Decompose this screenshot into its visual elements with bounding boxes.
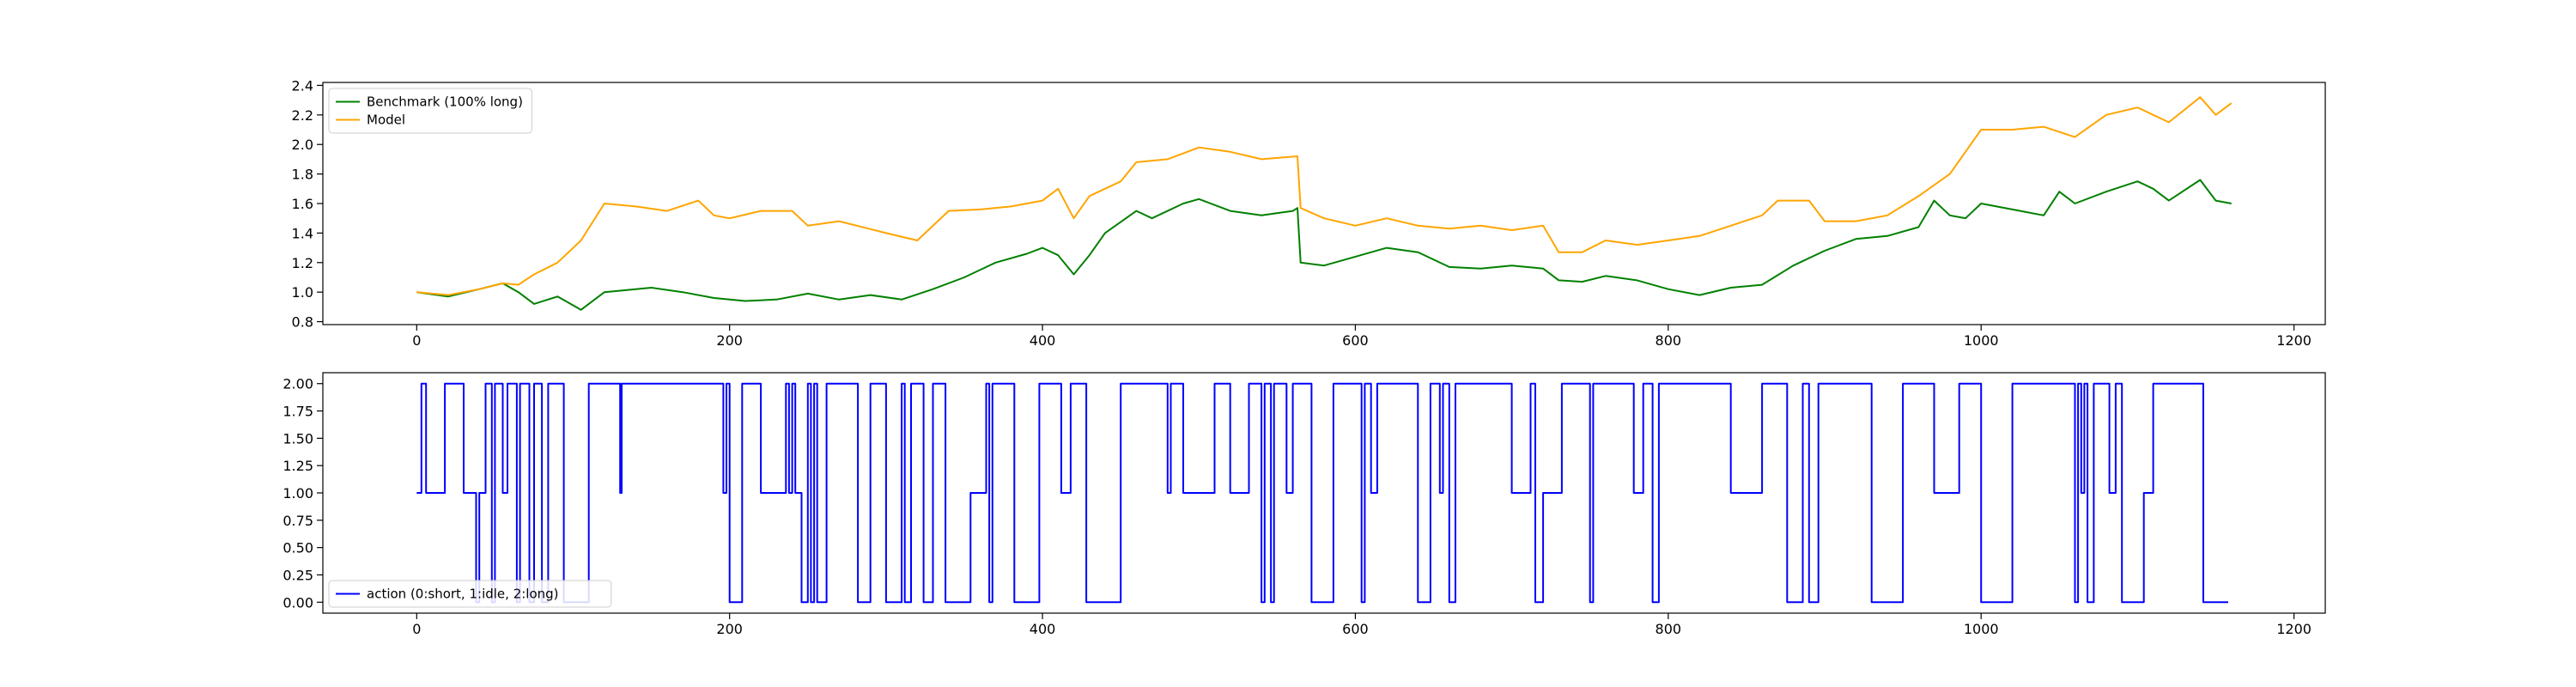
y-tick-label: 1.00 (283, 485, 313, 502)
x-tick-label: 1200 (2276, 332, 2312, 349)
x-tick-label: 800 (1656, 621, 1682, 637)
y-tick-label: 2.2 (292, 107, 313, 124)
x-tick-label: 1200 (2276, 621, 2312, 637)
legend-box (328, 580, 612, 608)
legend-box (328, 88, 532, 134)
series-line (416, 96, 2233, 296)
legend-label: action (0:short, 1:idle, 2:long) (367, 587, 559, 602)
y-tick-label: 1.75 (283, 404, 313, 420)
y-tick-label: 1.0 (292, 284, 313, 301)
y-tick-label: 1.4 (292, 225, 313, 241)
y-tick-label: 1.50 (283, 430, 313, 447)
x-tick-label: 600 (1342, 621, 1369, 637)
top-chart-lines (416, 96, 2233, 311)
top-chart-panel: 0 200 400 600 800 1000 1200 0.8 1.0 1.2 1.4 1.6 1.8 2… (292, 77, 2326, 349)
y-tick-label: 0.75 (283, 513, 313, 529)
x-tick-label: 400 (1030, 621, 1056, 637)
x-tick-label: 400 (1030, 332, 1056, 349)
x-tick-label: 800 (1656, 332, 1682, 349)
bottom-chart-ticks: 0 200 400 600 800 1000 1200 0.00 0.25 0.50 0.75 1.0… (283, 376, 2312, 637)
top-chart-ticks: 0 200 400 600 800 1000 1200 0.8 1.0 1.2 1.4 1.6 1.8 2… (292, 77, 2312, 349)
x-tick-label: 1000 (1964, 332, 1999, 349)
legend-label: Model (367, 112, 405, 128)
bottom-chart-lines (416, 382, 2228, 604)
x-tick-label: 1000 (1964, 621, 1999, 637)
x-tick-label: 200 (716, 332, 743, 349)
series-line (416, 179, 2232, 311)
y-tick-label: 2.4 (292, 77, 313, 94)
y-tick-label: 1.6 (292, 196, 313, 212)
series-line (416, 382, 2228, 604)
y-tick-label: 0.8 (292, 314, 313, 331)
x-tick-label: 0 (412, 621, 421, 637)
y-tick-label: 1.2 (292, 255, 313, 271)
bottom-chart-panel: 0 200 400 600 800 1000 1200 0.00 0.25 0.50 0.75 1.0… (283, 372, 2326, 637)
top-chart-legend: Benchmark (100% long) Model (328, 88, 532, 134)
legend-label: Benchmark (100% long) (367, 94, 523, 110)
y-tick-label: 0.00 (283, 594, 313, 611)
y-tick-label: 1.8 (292, 167, 313, 183)
y-tick-label: 1.25 (283, 458, 313, 474)
x-tick-label: 200 (716, 621, 743, 637)
y-tick-label: 0.25 (283, 567, 313, 583)
bottom-chart-legend: action (0:short, 1:idle, 2:long) (328, 580, 612, 608)
y-tick-label: 0.50 (283, 540, 313, 556)
x-tick-label: 600 (1342, 332, 1369, 349)
x-tick-label: 0 (412, 332, 421, 349)
y-tick-label: 2.0 (292, 137, 313, 153)
y-tick-label: 2.00 (283, 376, 313, 392)
